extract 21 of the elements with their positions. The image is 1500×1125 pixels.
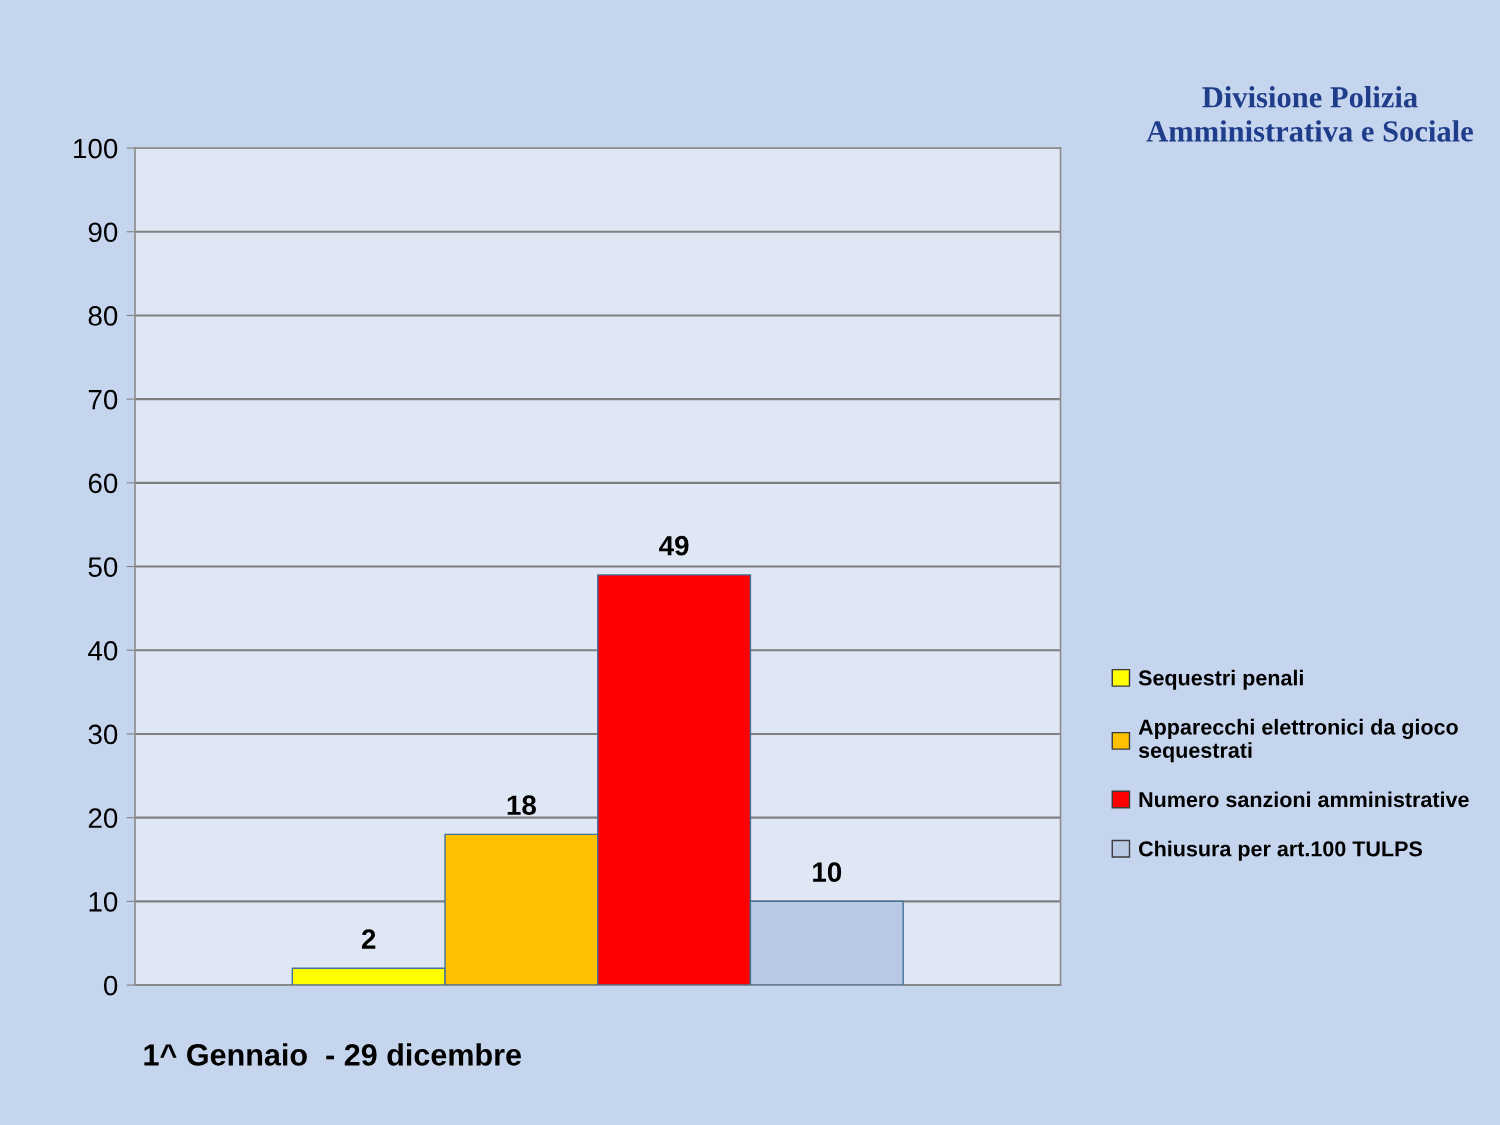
y-tick-label: 30 [88, 724, 118, 745]
y-tick-label: 100 [74, 138, 118, 159]
data-label: 49 [659, 535, 689, 556]
data-label: 10 [813, 862, 842, 882]
y-tick-label: 50 [88, 557, 118, 577]
y-tick-label: 70 [88, 389, 118, 410]
legend-label: Apparecchi elettronici da gioco sequestrati [1138, 718, 1458, 763]
data-label: 2 [361, 929, 376, 949]
y-tick-label: 10 [89, 892, 118, 912]
y-tick-label: 90 [88, 222, 118, 243]
text: 1^ Gennaio - 29 dicembre [144, 1043, 521, 1066]
text: Divisione Polizia Amministrativa e Sociale [1146, 86, 1473, 142]
y-tick-label: 20 [88, 808, 118, 828]
y-tick-label: 0 [103, 975, 118, 996]
y-tick-label: 80 [88, 306, 118, 326]
data-label: 18 [507, 795, 536, 816]
y-tick-label: 60 [88, 473, 118, 494]
legend-label: Sequestri penali [1138, 669, 1303, 690]
y-tick-label: 40 [88, 640, 118, 661]
legend-label: Numero sanzioni amministrative [1139, 791, 1469, 808]
legend-label: Chiusura per art.100 TULPS [1138, 840, 1422, 861]
